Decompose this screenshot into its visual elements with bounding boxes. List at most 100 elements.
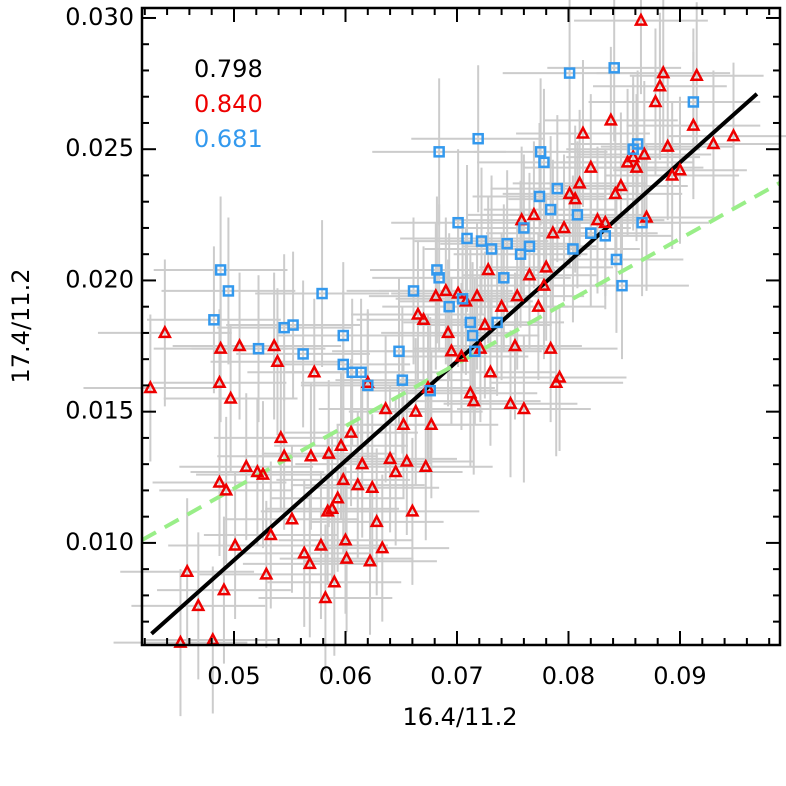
triangle-marker xyxy=(355,455,370,470)
triangle-marker xyxy=(297,545,312,559)
square-marker xyxy=(616,279,628,292)
triangle-marker xyxy=(416,311,431,326)
triangle-marker xyxy=(212,474,227,488)
triangle-marker xyxy=(633,12,649,26)
triangle-marker xyxy=(320,503,335,517)
triangle-marker xyxy=(219,482,234,496)
square-marker xyxy=(544,203,557,216)
triangle-marker xyxy=(660,138,675,152)
triangle-marker xyxy=(536,277,552,291)
square-marker xyxy=(472,132,484,145)
triangle-marker xyxy=(405,503,420,517)
triangle-marker xyxy=(613,177,628,192)
triangle-marker xyxy=(626,148,641,163)
y-tick-label: 0.030 xyxy=(65,3,134,31)
square-marker xyxy=(687,96,700,108)
square-marker xyxy=(407,285,420,297)
triangle-marker xyxy=(686,117,701,131)
triangle-marker xyxy=(228,537,243,551)
triangle-marker xyxy=(531,298,546,312)
triangle-marker xyxy=(303,448,318,462)
square-marker xyxy=(424,384,436,397)
triangle-marker xyxy=(562,185,577,200)
triangle-marker xyxy=(191,597,206,612)
triangle-marker xyxy=(428,288,443,302)
triangle-marker xyxy=(510,288,525,302)
triangle-marker xyxy=(399,453,414,467)
triangle-marker xyxy=(388,463,403,478)
triangle-marker xyxy=(466,392,481,407)
triangle-marker xyxy=(543,340,558,354)
triangle-marker xyxy=(463,385,478,399)
triangle-marker xyxy=(672,162,688,176)
triangle-marker xyxy=(232,337,247,352)
triangle-marker xyxy=(255,466,271,480)
triangle-marker xyxy=(180,563,195,578)
triangle-marker xyxy=(330,490,345,504)
triangle-marker xyxy=(408,403,423,417)
triangle-marker xyxy=(250,463,265,478)
square-marker xyxy=(599,230,612,242)
square-marker xyxy=(636,216,648,229)
y-tick-label: 0.010 xyxy=(65,528,134,556)
triangle-marker xyxy=(440,324,456,339)
correlation-annotation: 0.798 xyxy=(194,55,263,83)
x-tick-label: 0.06 xyxy=(319,662,372,690)
triangle-marker xyxy=(516,400,531,415)
fit-line xyxy=(150,92,759,636)
triangle-marker xyxy=(522,267,537,281)
triangle-marker xyxy=(458,293,473,307)
square-marker xyxy=(287,319,299,331)
triangle-marker xyxy=(598,214,613,228)
square-marker xyxy=(514,248,527,260)
triangle-marker xyxy=(652,78,667,92)
triangle-marker xyxy=(270,353,285,368)
triangle-marker xyxy=(378,400,393,415)
triangle-marker xyxy=(277,448,292,462)
square-marker xyxy=(337,329,350,342)
triangle-marker xyxy=(173,634,188,648)
triangle-marker xyxy=(213,340,228,354)
triangle-marker xyxy=(343,424,359,438)
square-marker xyxy=(518,222,530,234)
x-tick-label: 0.09 xyxy=(653,662,706,690)
plot-frame xyxy=(140,6,782,647)
x-tick-label: 0.08 xyxy=(542,662,595,690)
square-marker xyxy=(475,235,488,247)
triangle-marker xyxy=(608,185,623,200)
triangle-marker xyxy=(706,135,721,150)
triangle-marker xyxy=(375,539,390,554)
triangle-marker xyxy=(438,282,453,297)
triangle-marker xyxy=(637,146,652,160)
square-marker xyxy=(523,240,536,253)
triangle-marker xyxy=(526,206,541,221)
triangle-marker xyxy=(469,288,485,302)
triangle-marker xyxy=(143,379,158,394)
square-marker xyxy=(533,190,546,203)
square-marker xyxy=(252,342,265,355)
square-marker xyxy=(567,243,579,255)
triangle-marker xyxy=(454,348,469,362)
square-marker xyxy=(433,272,445,284)
triangle-marker xyxy=(307,364,322,378)
square-marker xyxy=(362,379,374,392)
square-marker xyxy=(393,345,405,358)
triangle-marker xyxy=(263,526,278,541)
triangle-marker xyxy=(396,416,411,431)
triangle-marker xyxy=(483,364,498,378)
square-marker xyxy=(433,146,445,158)
square-marker xyxy=(491,316,503,329)
triangle-marker xyxy=(418,458,433,473)
square-marker xyxy=(222,285,235,297)
square-marker xyxy=(337,358,350,371)
y-tick-label: 0.025 xyxy=(65,134,134,162)
square-marker xyxy=(452,216,464,229)
triangle-marker xyxy=(656,64,671,79)
square-marker xyxy=(316,287,328,300)
triangle-marker xyxy=(572,175,587,189)
square-marker xyxy=(501,237,513,250)
triangle-marker xyxy=(338,532,353,546)
correlation-annotation: 0.681 xyxy=(194,125,263,153)
triangle-marker xyxy=(545,225,560,239)
triangle-marker xyxy=(689,67,704,81)
